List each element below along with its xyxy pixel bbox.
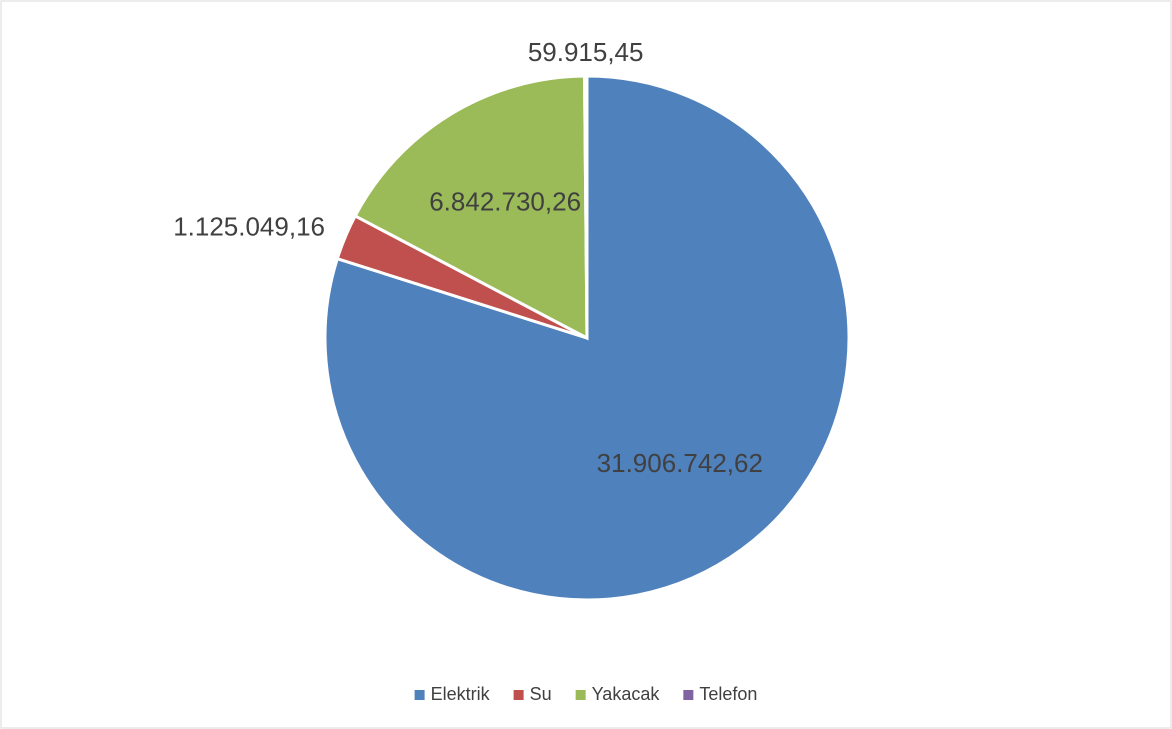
data-label: 59.915,45 xyxy=(528,37,644,67)
pie-slice xyxy=(353,74,589,341)
data-label: 31.906.742,62 xyxy=(597,448,763,478)
pie-slice xyxy=(323,74,851,602)
legend-label: Yakacak xyxy=(592,684,661,704)
legend-swatch xyxy=(683,690,694,700)
legend-swatch xyxy=(513,690,524,700)
data-label: 6.842.730,26 xyxy=(429,187,581,217)
data-label: 1.125.049,16 xyxy=(173,211,325,241)
legend-swatch xyxy=(414,690,425,700)
legend-label: Elektrik xyxy=(431,684,491,704)
legend-swatch xyxy=(575,690,586,700)
legend-label: Telefon xyxy=(699,684,757,704)
legend-label: Su xyxy=(530,684,552,704)
pie-slice xyxy=(583,74,589,339)
